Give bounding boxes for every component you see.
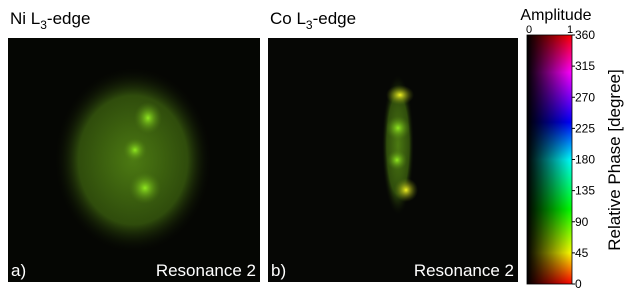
panel-title: Ni L3-edge <box>10 9 90 32</box>
panel-title: Co L3-edge <box>270 9 356 32</box>
panel-b <box>268 38 518 282</box>
tick-label: 135 <box>575 184 595 198</box>
panel-label: b) <box>271 261 286 280</box>
amplitude-label: Amplitude <box>520 7 591 24</box>
colorbar <box>527 35 572 284</box>
amplitude-tick: 1 <box>567 24 573 36</box>
amplitude-tick: 0 <box>526 24 532 36</box>
panel-note: Resonance 2 <box>156 261 256 280</box>
tick-label: 270 <box>575 90 595 104</box>
tick-label: 90 <box>575 215 589 229</box>
panel-label: a) <box>11 261 26 280</box>
title-text: -edge <box>313 9 356 28</box>
tick-label: 360 <box>575 28 595 42</box>
figure: Ni L3-edge a) Resonance 2 Co L3-edge b) Reson… <box>0 0 630 289</box>
colorbar-title: Relative Phase [degree] <box>605 69 624 250</box>
title-text: Ni L <box>10 9 40 28</box>
tick-label: 225 <box>575 121 595 135</box>
tick-label: 45 <box>575 246 589 260</box>
title-text: -edge <box>47 9 90 28</box>
tick-label: 315 <box>575 59 595 73</box>
panel-a <box>8 38 260 282</box>
tick-label: 180 <box>575 153 595 167</box>
panel-note: Resonance 2 <box>414 261 514 280</box>
tick-label: 0 <box>575 277 582 289</box>
title-text: Co L <box>270 9 306 28</box>
